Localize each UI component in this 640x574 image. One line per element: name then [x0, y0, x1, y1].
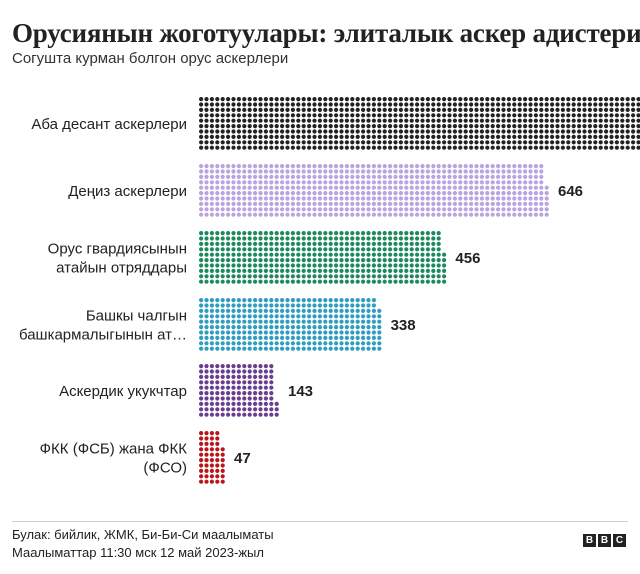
category-label-5: Аскердик укукчтар	[59, 383, 187, 400]
value-label-6: 47	[234, 450, 251, 467]
bbc-logo-letter-2: B	[598, 534, 611, 547]
source-note: Булак: бийлик, ЖМК, Би-Би-Си маалыматы	[12, 527, 274, 542]
footer-divider	[12, 521, 628, 522]
bar-5	[199, 364, 279, 417]
bar-4	[199, 298, 382, 351]
value-label-4: 338	[391, 317, 416, 334]
bar-6	[199, 431, 225, 484]
bbc-logo-letter-1: B	[583, 534, 596, 547]
value-label-3: 456	[455, 250, 480, 267]
data-timestamp: Маалыматтар 11:30 мск 12 май 2023-жыл	[12, 545, 264, 560]
bbc-logo-letter-3: C	[613, 534, 626, 547]
category-label-3: Орус гвардиясынын атайын отряддары	[48, 241, 187, 277]
value-label-5: 143	[288, 383, 313, 400]
bar-1	[199, 97, 640, 150]
category-label-6: ФКК (ФСБ) жана ФКК (ФСО)	[40, 441, 188, 477]
chart-title: Орусиянын жоготуулары: элиталык аскер ад…	[12, 18, 640, 48]
value-label-2: 646	[558, 183, 583, 200]
category-label-2: Деңиз аскерлери	[68, 183, 187, 200]
chart-subtitle: Согушта курман болгон орус аскерлери	[12, 50, 289, 67]
bbc-logo: B B C	[583, 534, 626, 547]
bar-3	[199, 231, 447, 284]
category-label-4: Башкы чалгын башкармалыгынын ат…	[19, 308, 187, 344]
category-label-1: Аба десант аскерлери	[31, 116, 187, 133]
bar-2	[199, 164, 549, 217]
